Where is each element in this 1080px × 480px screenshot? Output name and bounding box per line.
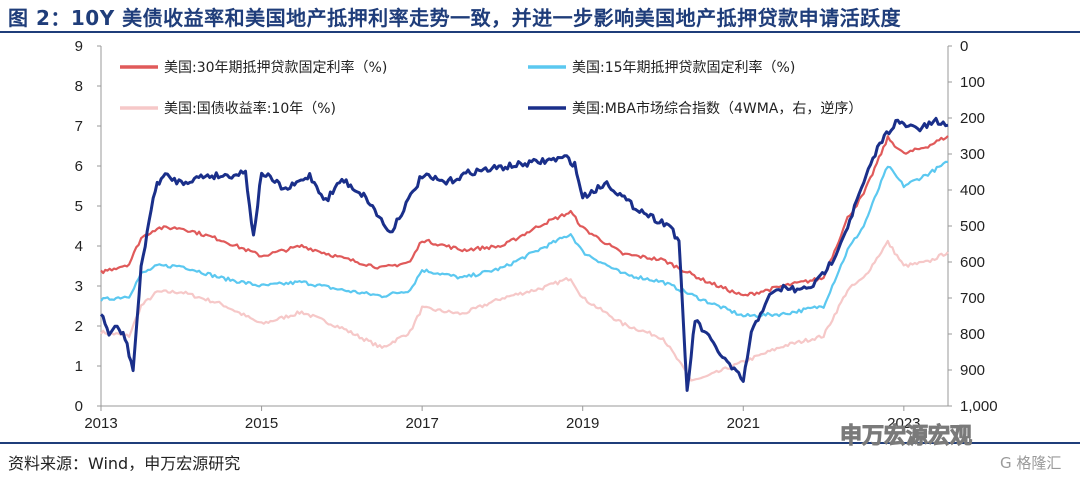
source-note: 资料来源：Wind，申万宏源研究: [8, 454, 241, 473]
left-tick-label: 9: [75, 38, 83, 55]
left-tick-label: 4: [75, 238, 83, 255]
legend-label: 美国:30年期抵押贷款固定利率（%): [164, 59, 387, 76]
right-tick-label: 300: [960, 146, 985, 163]
right-tick-label: 900: [960, 362, 985, 379]
right-tick-label: 500: [960, 218, 985, 235]
x-tick-label: 2019: [566, 415, 599, 432]
left-tick-label: 8: [75, 78, 83, 95]
right-tick-label: 1,000: [960, 398, 998, 415]
left-tick-label: 0: [75, 398, 83, 415]
x-tick-label: 2015: [245, 415, 278, 432]
watermark-logo: G 格隆汇: [1000, 454, 1062, 472]
right-tick-label: 700: [960, 290, 985, 307]
x-tick-label: 2017: [405, 415, 438, 432]
series-line-1: [100, 160, 949, 318]
left-tick-label: 6: [75, 158, 83, 175]
title-divider: [0, 31, 1080, 33]
left-tick-label: 1: [75, 358, 83, 375]
footer-divider: [0, 442, 1080, 444]
right-tick-label: 400: [960, 182, 985, 199]
legend-label: 美国:15年期抵押贷款固定利率（%): [572, 59, 795, 76]
legend-label: 美国:MBA市场综合指数（4WMA，右，逆序）: [572, 100, 862, 117]
left-tick-label: 3: [75, 278, 83, 295]
chart-title: 图 2：10Y 美债收益率和美国地产抵押利率走势一致，并进一步影响美国地产抵押贷…: [8, 6, 902, 30]
legend-label: 美国:国债收益率:10年（%): [164, 100, 336, 117]
series-line-0: [100, 135, 949, 297]
right-tick-label: 100: [960, 74, 985, 91]
left-tick-label: 5: [75, 198, 83, 215]
right-tick-label: 200: [960, 110, 985, 127]
right-tick-label: 600: [960, 254, 985, 271]
right-tick-label: 800: [960, 326, 985, 343]
right-tick-label: 0: [960, 38, 968, 55]
x-tick-label: 2013: [84, 415, 117, 432]
watermark: 申万宏源宏观: [839, 424, 973, 450]
x-tick-label: 2021: [727, 415, 760, 432]
left-tick-label: 7: [75, 118, 83, 135]
x-tick-label: 2023: [887, 415, 920, 432]
left-tick-label: 2: [75, 318, 83, 335]
series-line-2: [100, 239, 949, 382]
series-line-3: [99, 116, 949, 392]
